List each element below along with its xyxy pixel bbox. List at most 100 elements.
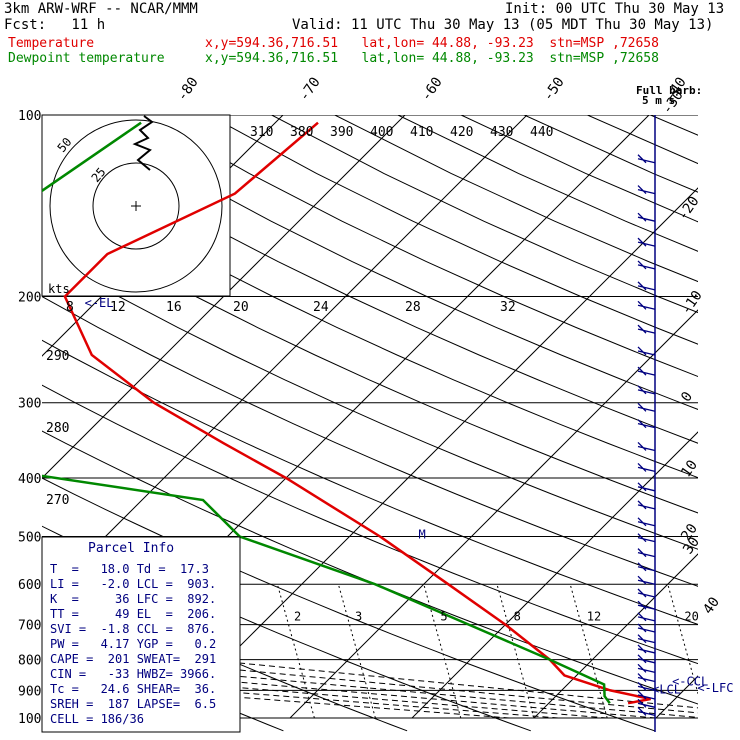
wind-barb	[637, 673, 656, 683]
theta-label: 410	[410, 125, 433, 140]
hodograph-trace	[132, 115, 154, 171]
parcel-info-row: LI = -2.0 LCL = 903.	[50, 577, 216, 591]
mixing-ratio-label: 5	[440, 610, 447, 624]
wind-barb	[637, 654, 656, 664]
dry-adiabat-390	[145, 115, 698, 378]
init-time: Init: 00 UTC Thu 30 May 13	[505, 1, 725, 17]
parcel-info-row: CAPE = 201 SWEAT= 291	[50, 652, 216, 666]
isotherm-label: 20	[678, 521, 701, 544]
dry-adiabat-370	[42, 128, 698, 444]
model-title: 3km ARW-WRF -- NCAR/MMM	[4, 1, 198, 17]
wind-barb	[637, 644, 656, 654]
mixing-ratio-line	[337, 584, 376, 719]
wind-barb	[637, 237, 656, 247]
dry-adiabat-330	[42, 296, 698, 587]
isotherm-0	[411, 431, 698, 719]
isotherm-label: 40	[700, 594, 723, 617]
wind-barb	[637, 366, 656, 376]
wind-barb	[637, 698, 656, 708]
moist-adiabat-label: 32	[500, 300, 516, 315]
wind-barb	[637, 419, 656, 429]
dewpoint-location: x,y=594.36,716.51 lat,lon= 44.88, -93.23…	[205, 51, 659, 66]
isotherm-label: -50	[540, 74, 568, 104]
theta-label: 380	[290, 125, 313, 140]
wind-barb	[637, 600, 656, 610]
dry-adiabat-300	[42, 430, 698, 705]
parcel-info-title: Parcel Info	[88, 541, 174, 556]
wind-barb	[637, 623, 656, 633]
lfc-annotation: <-LFC	[697, 681, 733, 695]
pressure-tick-100: 100	[18, 109, 41, 124]
theta-label: 420	[450, 125, 473, 140]
wind-barb	[637, 690, 656, 700]
isotherm-label: -80	[174, 74, 202, 104]
wind-barb	[637, 500, 656, 510]
theta-label: 440	[530, 125, 553, 140]
theta-label: 430	[490, 125, 513, 140]
temperature-line	[63, 121, 651, 705]
series-layer	[42, 121, 651, 705]
mixing-ratio-label: 20	[684, 610, 698, 624]
label-layer: 100 200 300 400 500 600 700 800 900 1000 2 3 5 8 12 20 k…	[18, 74, 733, 727]
wind-barb	[637, 212, 656, 222]
parcel-info-box: Parcel Info T = 18.0 Td = 17.3LI = -2.0 …	[41, 536, 241, 733]
theta-label: 400	[370, 125, 393, 140]
forecast-hour: Fcst: 11 h	[4, 17, 106, 33]
wind-barb	[637, 517, 656, 527]
isotherm-label: -60	[418, 74, 446, 104]
wind-barb	[637, 346, 656, 356]
wind-barb	[637, 634, 656, 644]
wind-barb	[637, 281, 656, 291]
pressure-tick-600: 600	[18, 578, 41, 593]
dry-adiabat-320	[42, 339, 698, 625]
el-annotation: <-EL	[85, 296, 114, 310]
theta-label: 390	[330, 125, 353, 140]
ccl-annotation: <-CCL	[672, 674, 708, 688]
parcel-info-row: SREH = 187 LAPSE= 6.5	[50, 697, 216, 711]
isotherm-label: -10	[678, 288, 706, 318]
mixing-ratio-label: 3	[355, 610, 362, 624]
isotherm-label: -20	[675, 194, 703, 224]
hodograph-ring-inner	[92, 162, 180, 250]
theta-label-left: 270	[46, 493, 69, 508]
mixing-ratio-line	[569, 584, 608, 719]
theta-label-left: 280	[46, 421, 69, 436]
dry-adiabat-310	[42, 384, 698, 665]
wind-barb	[637, 588, 656, 598]
temperature-location: x,y=594.36,716.51 lat,lon= 44.88, -93.23…	[205, 36, 659, 51]
wind-barb	[637, 260, 656, 270]
wind-barb	[637, 300, 656, 310]
moist-adiabat-24	[42, 658, 698, 718]
wind-barb	[637, 385, 656, 395]
wind-barb	[637, 706, 656, 717]
isotherm--10	[289, 309, 698, 719]
parcel-info-row: T = 18.0 Td = 17.3	[50, 562, 209, 576]
mixing-ratio-label: 2	[294, 610, 301, 624]
wind-barb	[637, 482, 656, 492]
dry-adiabat-340	[42, 252, 698, 550]
dry-adiabat-290	[42, 477, 655, 732]
wind-barb	[637, 548, 656, 558]
wind-barb	[637, 681, 656, 692]
parcel-info-row: TT = 49 EL = 206.	[50, 607, 216, 621]
pressure-tick-200: 200	[18, 291, 41, 306]
moist-adiabat-label: 12	[110, 300, 126, 315]
wind-barb	[637, 462, 656, 473]
moist-adiabat-label: 28	[405, 300, 421, 315]
wind-barb	[637, 562, 656, 572]
temperature-legend: Temperature	[8, 36, 95, 51]
dry-adiabat-410	[271, 115, 698, 314]
isotherm--20	[167, 187, 698, 719]
moist-adiabat-label: 20	[233, 300, 249, 315]
dewpoint-line	[42, 121, 611, 704]
pressure-tick-700: 700	[18, 619, 41, 634]
wind-barb	[637, 185, 656, 195]
dewpoint-legend: Dewpoint temperature	[8, 51, 165, 66]
dry-adiabat-380	[81, 115, 698, 410]
mixing-ratio-label: 8	[514, 610, 521, 624]
pressure-tick-400: 400	[18, 472, 41, 487]
full-barb-value: 5 m s	[642, 94, 675, 107]
wind-barb	[637, 663, 656, 673]
isotherm-label: 10	[678, 457, 701, 480]
